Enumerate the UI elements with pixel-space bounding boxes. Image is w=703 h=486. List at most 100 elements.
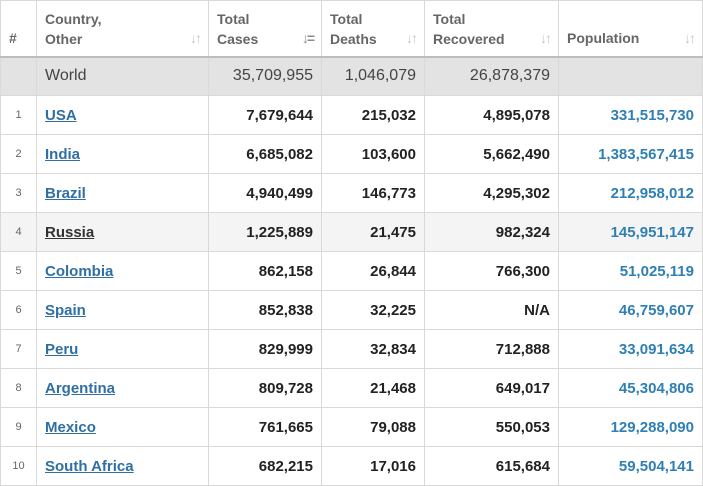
header-cases-line1: Total: [217, 11, 250, 27]
country-link[interactable]: South Africa: [45, 457, 134, 475]
table-row: 10 South Africa 682,215 17,016 615,684 59,504…: [0, 446, 703, 486]
population-cell: 212,958,012: [558, 173, 703, 213]
population-cell: 46,759,607: [558, 290, 703, 330]
population-cell: 145,951,147: [558, 212, 703, 252]
sort-icon[interactable]: ↓↑: [540, 30, 552, 46]
column-header-country[interactable]: Country, Other ↓↑: [36, 0, 209, 58]
table-row: 3 Brazil 4,940,499 146,773 4,295,302 212,958,…: [0, 173, 703, 213]
table-row: 6 Spain 852,838 32,225 N/A 46,759,607: [0, 290, 703, 330]
total-recovered-cell: 615,684: [424, 446, 559, 486]
sort-icon[interactable]: ↓↑: [684, 30, 696, 46]
total-deaths-cell: 32,225: [321, 290, 425, 330]
country-cell: Argentina: [36, 368, 209, 408]
total-cases-cell: 6,685,082: [208, 134, 322, 174]
country-cell: South Africa: [36, 446, 209, 486]
header-deaths-line1: Total: [330, 11, 363, 27]
rank-cell: 4: [0, 212, 37, 252]
world-population: [558, 56, 703, 96]
column-header-population[interactable]: Population ↓↑: [558, 0, 703, 58]
country-link[interactable]: USA: [45, 106, 77, 124]
total-cases-cell: 809,728: [208, 368, 322, 408]
header-population-label: Population: [567, 30, 640, 46]
country-cell: Peru: [36, 329, 209, 369]
country-link[interactable]: India: [45, 145, 81, 163]
country-cell: Mexico: [36, 407, 209, 447]
total-recovered-cell: 4,295,302: [424, 173, 559, 213]
total-cases-cell: 852,838: [208, 290, 322, 330]
total-recovered-cell: N/A: [424, 290, 559, 330]
total-recovered-cell: 550,053: [424, 407, 559, 447]
country-link[interactable]: Peru: [45, 340, 79, 358]
world-row: World 35,709,955 1,046,079 26,878,379: [0, 56, 703, 96]
rank-cell: 1: [0, 95, 37, 135]
total-recovered-cell: 712,888: [424, 329, 559, 369]
rank-cell: 5: [0, 251, 37, 291]
country-link[interactable]: Colombia: [45, 262, 114, 280]
population-cell: 331,515,730: [558, 95, 703, 135]
table-row: 1 USA 7,679,644 215,032 4,895,078 331,515,730: [0, 95, 703, 135]
total-cases-cell: 761,665: [208, 407, 322, 447]
world-name: World: [36, 56, 209, 96]
header-deaths-line2: Deaths: [330, 31, 377, 47]
country-link[interactable]: Argentina: [45, 379, 116, 397]
table-row: 5 Colombia 862,158 26,844 766,300 51,025,119: [0, 251, 703, 291]
world-rank-cell: [0, 56, 37, 96]
table-row: 4 Russia 1,225,889 21,475 982,324 145,951,147: [0, 212, 703, 252]
rank-cell: 3: [0, 173, 37, 213]
population-cell: 51,025,119: [558, 251, 703, 291]
table-row: 8 Argentina 809,728 21,468 649,017 45,304,806: [0, 368, 703, 408]
total-cases-cell: 4,940,499: [208, 173, 322, 213]
total-deaths-cell: 215,032: [321, 95, 425, 135]
population-cell: 129,288,090: [558, 407, 703, 447]
total-cases-cell: 682,215: [208, 446, 322, 486]
population-cell: 45,304,806: [558, 368, 703, 408]
table-row: 2 India 6,685,082 103,600 5,662,490 1,383,567…: [0, 134, 703, 174]
country-link[interactable]: Russia: [45, 223, 95, 241]
country-cell: Brazil: [36, 173, 209, 213]
total-recovered-cell: 5,662,490: [424, 134, 559, 174]
header-rank-label: #: [9, 30, 17, 46]
country-link[interactable]: Mexico: [45, 418, 96, 436]
population-cell: 1,383,567,415: [558, 134, 703, 174]
total-recovered-cell: 766,300: [424, 251, 559, 291]
country-cell: USA: [36, 95, 209, 135]
total-cases-cell: 862,158: [208, 251, 322, 291]
column-header-total-recovered[interactable]: Total Recovered ↓↑: [424, 0, 559, 58]
table-row: 7 Peru 829,999 32,834 712,888 33,091,634: [0, 329, 703, 369]
total-deaths-cell: 17,016: [321, 446, 425, 486]
total-recovered-cell: 4,895,078: [424, 95, 559, 135]
total-cases-cell: 1,225,889: [208, 212, 322, 252]
total-deaths-cell: 146,773: [321, 173, 425, 213]
sort-icon[interactable]: ↓↑: [190, 30, 202, 46]
population-cell: 59,504,141: [558, 446, 703, 486]
header-row: # Country, Other ↓↑ Total Cases ↓= Total De…: [0, 0, 703, 58]
header-recovered-line1: Total: [433, 11, 466, 27]
rank-cell: 9: [0, 407, 37, 447]
sort-icon[interactable]: ↓↑: [406, 30, 418, 46]
column-header-total-cases[interactable]: Total Cases ↓=: [208, 0, 322, 58]
table-row: 9 Mexico 761,665 79,088 550,053 129,288,090: [0, 407, 703, 447]
total-recovered-cell: 982,324: [424, 212, 559, 252]
rank-cell: 10: [0, 446, 37, 486]
total-deaths-cell: 26,844: [321, 251, 425, 291]
country-cell: Russia: [36, 212, 209, 252]
column-header-rank[interactable]: #: [0, 0, 37, 58]
country-link[interactable]: Brazil: [45, 184, 86, 202]
world-total-cases: 35,709,955: [208, 56, 322, 96]
country-cell: India: [36, 134, 209, 174]
total-cases-cell: 7,679,644: [208, 95, 322, 135]
total-cases-cell: 829,999: [208, 329, 322, 369]
sort-active-icon[interactable]: ↓=: [301, 30, 315, 46]
total-deaths-cell: 103,600: [321, 134, 425, 174]
rank-cell: 2: [0, 134, 37, 174]
column-header-total-deaths[interactable]: Total Deaths ↓↑: [321, 0, 425, 58]
country-cell: Colombia: [36, 251, 209, 291]
country-cell: Spain: [36, 290, 209, 330]
total-recovered-cell: 649,017: [424, 368, 559, 408]
header-recovered-line2: Recovered: [433, 31, 505, 47]
rank-cell: 8: [0, 368, 37, 408]
rank-cell: 7: [0, 329, 37, 369]
rank-cell: 6: [0, 290, 37, 330]
country-link[interactable]: Spain: [45, 301, 86, 319]
